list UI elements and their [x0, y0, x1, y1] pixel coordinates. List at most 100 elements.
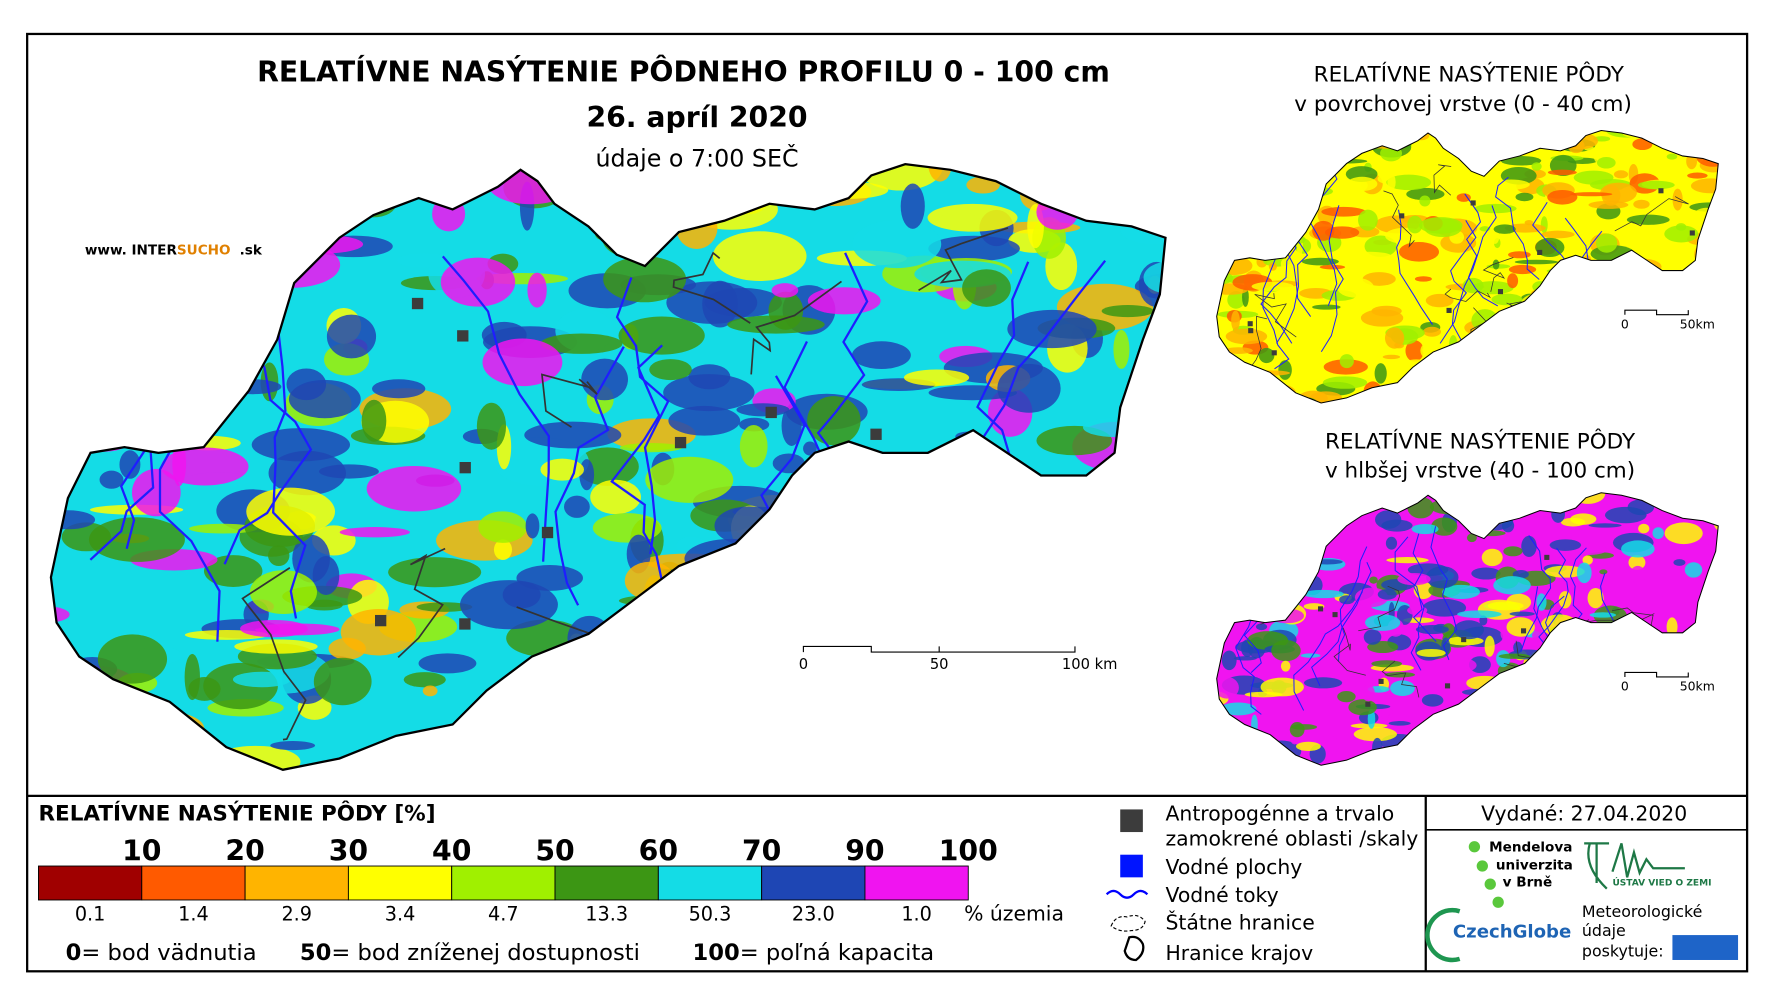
soil-patch [1253, 589, 1276, 610]
credit: Meteorologické [1582, 902, 1702, 921]
soil-patch [1616, 714, 1625, 728]
soil-patch [638, 633, 696, 683]
river [1320, 205, 1344, 353]
soil-patch [1093, 479, 1159, 520]
legend-break: 60 [639, 834, 678, 867]
symbol-label: Antropogénne a trvalo [1165, 802, 1394, 826]
river [1450, 220, 1477, 344]
soil-patch [1247, 520, 1267, 537]
soil-patch [1531, 321, 1557, 333]
soil-patch [1691, 207, 1719, 229]
soil-patch [1480, 142, 1503, 164]
urban-area [459, 461, 471, 474]
main-scale-bar [802, 645, 1076, 653]
soil-patch [1216, 393, 1229, 404]
soil-patch [1604, 391, 1646, 404]
soil-patch [1381, 705, 1390, 721]
soil-patch [923, 672, 995, 712]
soil-patch [1466, 533, 1477, 543]
soil-patch [121, 732, 188, 756]
soil-patch [852, 219, 942, 269]
soil-patch [1558, 693, 1580, 712]
soil-patch [1587, 588, 1604, 609]
soil-patch [1453, 620, 1485, 640]
soil-patch [1422, 346, 1434, 355]
soil-patch [987, 529, 1011, 559]
soil-patch [1686, 543, 1719, 566]
soil-patch [1321, 206, 1366, 217]
soil-patch [531, 703, 604, 744]
soil-patch [739, 171, 835, 185]
legend-swatch [451, 865, 556, 901]
soil-patch [1145, 194, 1166, 217]
soil-patch [842, 153, 900, 164]
soil-patch [1122, 694, 1166, 729]
river [441, 255, 550, 562]
soil-patch [1115, 183, 1136, 204]
soil-patch [1348, 699, 1377, 716]
soil-patch [595, 228, 615, 241]
river [1307, 159, 1338, 306]
soil-patch [1475, 530, 1506, 537]
soil-patch [828, 567, 901, 601]
soil-patch [339, 527, 410, 538]
soil-patch [1653, 373, 1693, 392]
legend-share: 13.3 [585, 902, 628, 925]
soil-patch [1322, 376, 1368, 389]
soil-patch [736, 403, 790, 417]
soil-patch [50, 606, 70, 623]
soil-patch [1113, 329, 1130, 369]
symbol-border [1110, 914, 1146, 932]
soil-patch [240, 619, 308, 638]
soil-patch [1216, 604, 1230, 614]
soil-patch [987, 627, 1064, 674]
note: 0= bod vädnutia [66, 940, 257, 966]
soil-patch [1484, 635, 1495, 657]
soil-patch [1246, 506, 1263, 518]
soil-patch [712, 231, 807, 282]
soil-patch [1372, 396, 1383, 404]
soil-patch [1297, 202, 1317, 217]
soil-patch [1422, 598, 1467, 617]
soil-patch [50, 235, 71, 246]
credit: ÚSTAV VIED O ZEMI [1612, 876, 1711, 888]
soil-patch [312, 555, 340, 595]
soil-patch [1536, 652, 1562, 674]
soil-patch [1521, 671, 1564, 690]
soil-patch [1660, 283, 1670, 302]
soil-patch [1629, 565, 1646, 584]
soil-patch [1416, 648, 1446, 657]
soil-patch [1355, 130, 1373, 135]
soil-patch [1319, 501, 1337, 525]
soil-patch [112, 336, 158, 359]
soil-patch [1303, 589, 1344, 599]
soil-patch [232, 671, 291, 688]
soil-patch [476, 402, 507, 450]
soil-patch [1472, 281, 1514, 295]
soil-patch [1528, 291, 1546, 306]
soil-patch [1126, 755, 1166, 770]
soil-patch [1301, 760, 1312, 766]
soil-patch [1539, 137, 1548, 144]
soil-patch [775, 524, 817, 552]
soil-patch [988, 566, 1005, 582]
soil-patch [1323, 158, 1368, 164]
region-border [1579, 638, 1627, 668]
soil-patch [1336, 760, 1373, 766]
urban-area [1378, 678, 1384, 684]
soil-patch [1604, 506, 1647, 524]
river [1430, 526, 1458, 661]
soil-patch [1682, 641, 1695, 650]
soil-patch [1222, 732, 1245, 737]
soil-patch [1632, 138, 1653, 151]
soil-patch [1344, 502, 1368, 517]
soil-patch [1360, 309, 1404, 327]
soil-patch [637, 201, 653, 242]
soil-patch [761, 589, 857, 628]
note-value: 100 [693, 940, 740, 966]
soil-patch [1492, 179, 1530, 190]
soil-patch [1491, 293, 1523, 306]
soil-patch [1549, 662, 1563, 670]
soil-patch [1493, 224, 1516, 234]
soil-patch [1255, 134, 1291, 143]
